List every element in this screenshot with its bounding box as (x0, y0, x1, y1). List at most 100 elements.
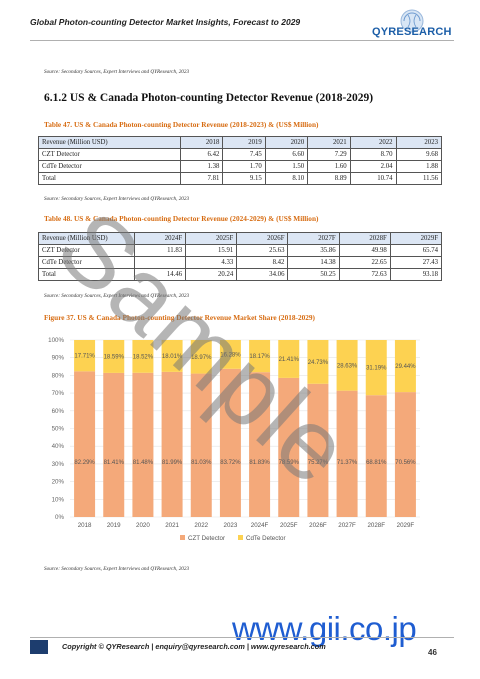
bar-cdte-detector (161, 340, 183, 372)
table-row: Total 14.46 20.24 34.06 50.25 72.63 93.1… (38, 268, 443, 281)
data-label: 18.01% (162, 354, 183, 360)
table-cell: 10.74 (349, 172, 397, 185)
table-cell: 7.29 (307, 148, 351, 161)
y-tick-label: 50% (52, 426, 65, 433)
data-label: 81.99% (162, 460, 183, 466)
page-number: 46 (428, 648, 437, 657)
table-cell: 9.15 (222, 172, 266, 185)
table-cell: 34.06 (236, 268, 289, 281)
table-cell: 65.74 (389, 244, 443, 257)
table-cell: 1.70 (222, 160, 266, 173)
table-cell: 2025F (185, 232, 238, 245)
table-cell: 22.65 (338, 256, 391, 269)
bar-cdte-detector (132, 340, 154, 373)
table-cell: 49.98 (338, 244, 391, 257)
data-label: 24.73% (308, 360, 329, 366)
table-cell: Total (38, 268, 135, 281)
x-tick-label: 2021 (165, 522, 179, 529)
table-cell: 8.89 (307, 172, 351, 185)
data-label: 81.48% (133, 460, 154, 466)
bar-czt-detector (103, 372, 125, 517)
data-label: 21.41% (279, 357, 300, 363)
bar-cdte-detector (365, 340, 387, 396)
data-label: 16.28% (220, 352, 241, 358)
figure-caption: Figure 37. US & Canada Photon-counting D… (44, 313, 315, 322)
data-label: 81.83% (249, 460, 270, 466)
x-tick-label: 2020 (136, 522, 150, 529)
bar-czt-detector (278, 377, 300, 517)
data-label: 31.19% (366, 366, 387, 372)
revenue-share-chart: 0% 10% 20% 30% 40% 50% 60% 70% 80% 90% 100% 82.29% 1… (48, 337, 420, 542)
table-cell: 7.45 (222, 148, 266, 161)
table-cell: 1.60 (307, 160, 351, 173)
table-cell: 8.70 (349, 148, 397, 161)
x-tick-label: 2023 (224, 522, 238, 529)
logo-text: QYRESEARCH (372, 26, 452, 38)
bar-cdte-detector (74, 340, 96, 372)
legend-entry: CdTe Detector (246, 535, 286, 542)
table-cell: 2020 (264, 136, 309, 149)
data-label: 18.97% (191, 355, 212, 361)
table-cell: 1.50 (264, 160, 309, 173)
table-cell: 6.42 (179, 148, 224, 161)
table-cell: 35.86 (287, 244, 340, 257)
data-label: 75.27% (308, 460, 329, 466)
table1: Revenue (Million USD) 2018 2019 2020 202… (38, 136, 443, 185)
table-cell: 25.63 (236, 244, 289, 257)
bar-cdte-detector (394, 340, 416, 393)
table-cell: 1.88 (395, 160, 443, 173)
bar-czt-detector (190, 373, 212, 517)
bar-czt-detector (307, 383, 329, 517)
table-cell: 8.42 (236, 256, 289, 269)
footer-copyright: Copyright © QYResearch | enquiry@qyresea… (62, 642, 326, 651)
bar-cdte-detector (103, 340, 125, 373)
table-cell: 7.81 (179, 172, 224, 185)
bar-cdte-detector (219, 340, 241, 369)
y-tick-label: 80% (52, 372, 65, 379)
y-tick-label: 10% (52, 496, 65, 503)
table-cell: 1.38 (179, 160, 224, 173)
table-cell: 2029F (389, 232, 443, 245)
source-note-figure: Source: Secondary Sources, Expert Interv… (44, 566, 190, 572)
table-cell: 72.63 (338, 268, 391, 281)
x-tick-label: 2022 (194, 522, 208, 529)
table-cell: 9.68 (395, 148, 443, 161)
x-tick-label: 2027F (338, 522, 356, 529)
bar-cdte-detector (278, 340, 300, 378)
table-cell: 2021 (307, 136, 351, 149)
y-tick-label: 70% (52, 390, 65, 397)
y-tick-label: 20% (52, 479, 65, 486)
x-tick-label: 2029F (397, 522, 415, 529)
y-tick-label: 30% (52, 461, 65, 468)
table-cell: 14.38 (287, 256, 340, 269)
data-label: 83.72% (220, 460, 241, 466)
x-tick-label: 2018 (78, 522, 92, 529)
legend-swatch (180, 535, 185, 540)
table-cell: 8.10 (264, 172, 309, 185)
bar-czt-detector (336, 390, 358, 517)
data-label: 18.59% (104, 354, 125, 360)
legend-swatch (238, 535, 243, 540)
gii-watermark: www.gii.co.jp (232, 610, 417, 647)
source-note-table1: Source: Secondary Sources, Expert Interv… (44, 196, 190, 202)
table-cell: 11.56 (395, 172, 443, 185)
bar-czt-detector (219, 368, 241, 517)
table-row: Total 7.81 9.15 8.10 8.89 10.74 11.56 (38, 172, 443, 185)
data-label: 18.17% (249, 354, 270, 360)
y-tick-label: 100% (48, 337, 64, 344)
data-label: 81.03% (191, 460, 212, 466)
y-tick-label: 40% (52, 443, 65, 450)
table-cell: CdTe Detector (38, 160, 181, 173)
data-label: 82.29% (74, 460, 95, 466)
bar-czt-detector (394, 392, 416, 517)
data-label: 78.59% (279, 460, 300, 466)
x-tick-label: 2026F (309, 522, 327, 529)
data-label: 70.56% (395, 460, 416, 466)
header-divider (30, 40, 454, 41)
table-row: CZT Detector 11.83 15.91 25.63 35.86 49.… (38, 244, 443, 257)
table-cell: Revenue (Million USD) (38, 136, 181, 149)
footer-accent (30, 640, 48, 654)
bar-cdte-detector (307, 340, 329, 384)
data-label: 28.63% (337, 363, 358, 369)
y-tick-label: 90% (52, 355, 65, 362)
